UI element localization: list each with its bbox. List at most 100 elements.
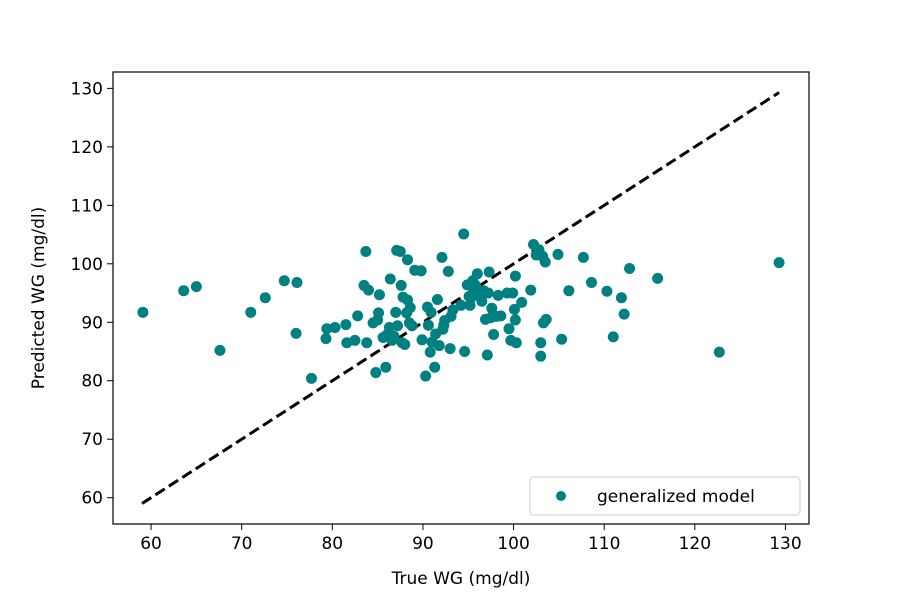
data-point xyxy=(503,323,515,335)
data-point xyxy=(535,350,547,362)
y-axis-ticks: 60 70 80 90 100 110 120 130 xyxy=(71,79,113,509)
plot-frame xyxy=(112,71,810,525)
y-tick-label: 80 xyxy=(81,372,103,392)
data-point xyxy=(540,313,552,325)
data-point xyxy=(486,302,498,314)
data-point xyxy=(373,289,385,301)
data-point xyxy=(259,292,271,304)
data-point xyxy=(390,306,402,318)
data-point xyxy=(516,296,528,308)
data-point xyxy=(507,287,519,299)
data-point xyxy=(422,319,434,331)
y-tick-label: 90 xyxy=(81,313,103,333)
data-point xyxy=(425,306,437,318)
data-point xyxy=(137,306,149,318)
data-point xyxy=(388,330,400,342)
data-point xyxy=(436,251,448,263)
data-point xyxy=(447,304,459,316)
data-point xyxy=(459,346,471,358)
y-tick-label: 70 xyxy=(81,430,103,450)
data-point xyxy=(352,310,364,322)
data-point xyxy=(431,293,443,305)
x-tick-label: 120 xyxy=(679,534,711,554)
x-tick-label: 70 xyxy=(231,534,253,554)
data-point xyxy=(713,346,725,358)
legend-label: generalized model xyxy=(597,487,755,507)
data-point xyxy=(406,320,418,332)
x-tick-label: 100 xyxy=(497,534,529,554)
data-point xyxy=(492,289,504,301)
data-point xyxy=(773,257,785,269)
data-point xyxy=(525,284,537,296)
data-point xyxy=(392,320,404,332)
reference-line-group xyxy=(141,91,780,505)
data-point xyxy=(552,248,564,260)
data-point xyxy=(305,372,317,384)
data-point xyxy=(424,346,436,358)
data-point xyxy=(509,270,521,282)
x-axis-label: True WG (mg/dl) xyxy=(391,569,531,589)
data-point xyxy=(394,246,406,258)
data-point xyxy=(190,281,202,293)
data-point xyxy=(395,279,407,291)
y-tick-label: 60 xyxy=(81,489,103,509)
data-point xyxy=(495,310,507,322)
data-point xyxy=(618,308,630,320)
data-point xyxy=(442,265,454,277)
data-point xyxy=(399,338,411,350)
data-point xyxy=(340,319,352,331)
data-point xyxy=(278,275,290,287)
y-axis-label: Predicted WG (mg/dl) xyxy=(29,207,49,389)
data-point xyxy=(245,306,257,318)
data-point xyxy=(433,340,445,352)
data-point xyxy=(373,307,385,319)
x-tick-label: 90 xyxy=(412,534,434,554)
data-point xyxy=(404,302,416,314)
data-point xyxy=(539,256,551,268)
data-point xyxy=(563,285,575,297)
legend: generalized model xyxy=(529,476,801,516)
data-point xyxy=(470,279,481,291)
data-point xyxy=(476,295,488,307)
data-point xyxy=(556,333,568,345)
data-point xyxy=(624,262,636,274)
data-point xyxy=(482,287,494,299)
data-point xyxy=(483,266,495,278)
x-tick-label: 130 xyxy=(769,534,801,554)
data-point xyxy=(384,273,396,285)
data-point xyxy=(360,246,372,258)
legend-box xyxy=(529,476,801,516)
y-tick-label: 130 xyxy=(71,79,103,99)
legend-marker xyxy=(556,491,566,501)
data-point xyxy=(370,367,382,379)
data-point xyxy=(415,265,427,277)
data-point xyxy=(178,285,190,297)
data-point xyxy=(488,329,500,341)
data-point xyxy=(481,349,493,361)
data-point xyxy=(290,327,302,339)
data-point xyxy=(458,228,470,240)
data-point xyxy=(320,333,332,345)
data-point xyxy=(361,337,373,349)
data-point xyxy=(652,272,664,284)
data-points xyxy=(137,228,785,384)
data-point xyxy=(349,334,361,346)
x-tick-label: 80 xyxy=(321,534,343,554)
data-point xyxy=(291,277,303,289)
data-point xyxy=(607,331,619,343)
data-point xyxy=(508,303,520,315)
data-point xyxy=(329,322,341,334)
y-tick-label: 120 xyxy=(71,138,103,158)
data-point xyxy=(321,323,333,335)
data-point xyxy=(380,361,392,373)
data-point xyxy=(429,361,441,373)
data-point xyxy=(577,251,589,263)
data-point xyxy=(444,343,456,355)
y-tick-label: 110 xyxy=(71,196,103,216)
data-point xyxy=(586,277,597,289)
data-point xyxy=(402,254,414,266)
data-point xyxy=(535,337,547,349)
data-point xyxy=(416,334,428,346)
data-point xyxy=(601,285,613,297)
